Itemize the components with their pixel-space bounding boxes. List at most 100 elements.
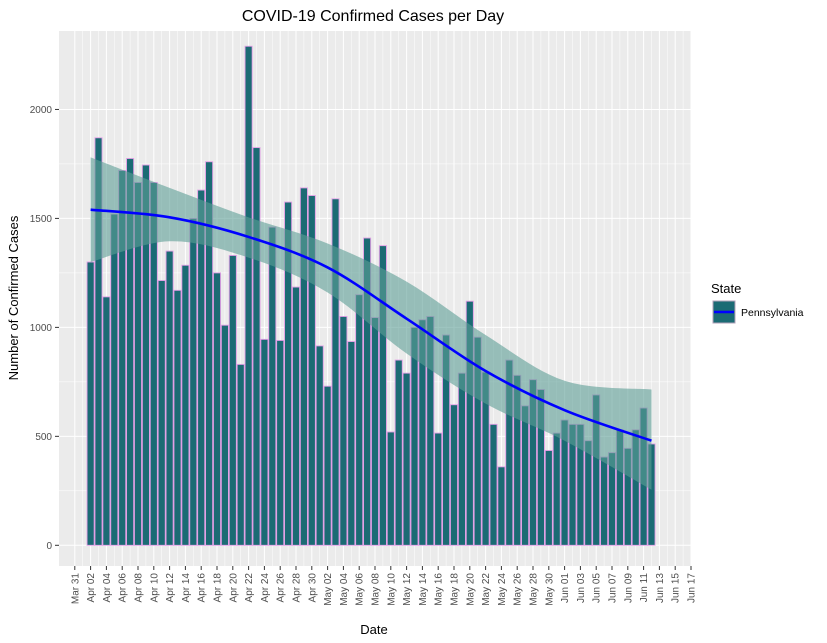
bar-group — [86, 45, 656, 546]
x-tick-label: Apr 26 — [276, 573, 287, 603]
bar — [141, 164, 150, 546]
bar — [220, 324, 229, 546]
bar — [449, 404, 459, 546]
x-tick-label: May 20 — [465, 573, 476, 606]
bar — [252, 147, 261, 546]
x-tick-label: Jun 01 — [560, 573, 571, 603]
x-tick-label: May 12 — [402, 573, 413, 606]
x-tick-label: Jun 13 — [655, 573, 666, 603]
chart-title: COVID-19 Confirmed Cases per Day — [242, 8, 504, 25]
x-tick-label: Jun 09 — [623, 573, 634, 603]
y-tick-label: 500 — [35, 432, 52, 443]
x-tick-label: Apr 08 — [134, 573, 145, 603]
x-tick-label: Jun 05 — [592, 573, 603, 603]
bar — [465, 300, 474, 546]
x-tick-label: May 30 — [544, 573, 555, 606]
x-tick-label: Jun 07 — [608, 573, 619, 603]
bar — [268, 226, 277, 546]
bar — [94, 137, 103, 546]
legend-entry-pennsylvania: Pennsylvania — [741, 307, 804, 319]
bar — [284, 201, 293, 546]
bar — [291, 286, 301, 546]
bar — [386, 431, 395, 546]
bar — [584, 440, 593, 546]
bar — [552, 432, 561, 546]
legend-key — [712, 300, 736, 324]
bar — [544, 450, 553, 546]
trend-line — [90, 208, 652, 442]
bar — [394, 359, 403, 546]
bar — [260, 338, 269, 546]
bar — [299, 187, 308, 546]
bar — [434, 432, 443, 546]
y-axis: 0 500 1000 1500 2000 — [30, 105, 59, 552]
x-tick-label: Jun 17 — [687, 573, 698, 603]
y-tick-label: 2000 — [30, 105, 53, 116]
bar — [86, 261, 95, 546]
y-tick-label: 0 — [46, 541, 52, 552]
x-tick-label: May 10 — [386, 573, 397, 606]
bar — [126, 158, 135, 546]
legend: State Pennsylvania — [711, 281, 804, 324]
bar — [370, 317, 380, 546]
bar — [339, 316, 348, 546]
bar — [244, 45, 253, 546]
x-tick-label: Apr 22 — [244, 573, 255, 603]
bar — [205, 161, 214, 546]
bar — [236, 363, 245, 546]
y-axis-title: Number of Confirmed Cases — [6, 215, 21, 380]
bar — [165, 250, 174, 546]
bar — [331, 198, 340, 546]
x-axis: Mar 31 Apr 02 Apr 04 Apr 06 Apr 08 Apr 10 Apr … — [70, 566, 698, 606]
x-tick-label: Jun 15 — [671, 573, 682, 603]
x-tick-label: Apr 12 — [165, 573, 176, 603]
bar — [307, 195, 316, 546]
x-tick-label: Apr 20 — [228, 573, 239, 603]
x-tick-label: Apr 18 — [213, 573, 224, 603]
x-tick-label: May 28 — [529, 573, 540, 606]
bar — [355, 294, 364, 546]
bar — [181, 264, 190, 546]
x-tick-label: Apr 24 — [260, 573, 271, 603]
bar — [457, 372, 466, 546]
bar — [212, 272, 222, 546]
x-tick-label: Apr 02 — [86, 573, 97, 603]
x-axis-title: Date — [360, 622, 387, 637]
bar — [173, 289, 182, 546]
bar — [110, 213, 119, 546]
trend-group — [90, 157, 652, 490]
bar — [197, 189, 206, 546]
x-tick-label: Mar 31 — [70, 573, 81, 605]
y-tick-label: 1000 — [30, 323, 53, 334]
x-tick-label: Apr 04 — [102, 573, 113, 603]
bar — [189, 217, 198, 546]
bar — [521, 405, 530, 546]
legend-title: State — [711, 281, 741, 296]
bar — [276, 340, 285, 546]
x-tick-label: May 22 — [481, 573, 492, 606]
x-tick-label: Jun 03 — [576, 573, 587, 603]
x-tick-label: May 16 — [434, 573, 445, 606]
bar — [347, 341, 356, 546]
bar — [600, 456, 609, 546]
bar — [228, 255, 237, 546]
bar — [102, 296, 111, 546]
x-tick-label: Apr 28 — [292, 573, 303, 603]
bar — [378, 245, 387, 546]
x-tick-label: May 14 — [418, 573, 429, 606]
x-tick-label: Apr 10 — [149, 573, 160, 603]
bar — [402, 372, 411, 546]
x-tick-label: May 06 — [355, 573, 366, 606]
x-tick-label: May 24 — [497, 573, 508, 606]
bar — [497, 466, 506, 546]
x-tick-label: Apr 14 — [181, 573, 192, 603]
x-tick-label: Apr 16 — [197, 573, 208, 603]
y-tick-label: 1500 — [30, 214, 53, 225]
x-tick-label: May 18 — [450, 573, 461, 606]
bar — [363, 237, 372, 546]
bar — [157, 280, 166, 546]
bar — [315, 345, 324, 546]
x-tick-label: Apr 06 — [118, 573, 129, 603]
